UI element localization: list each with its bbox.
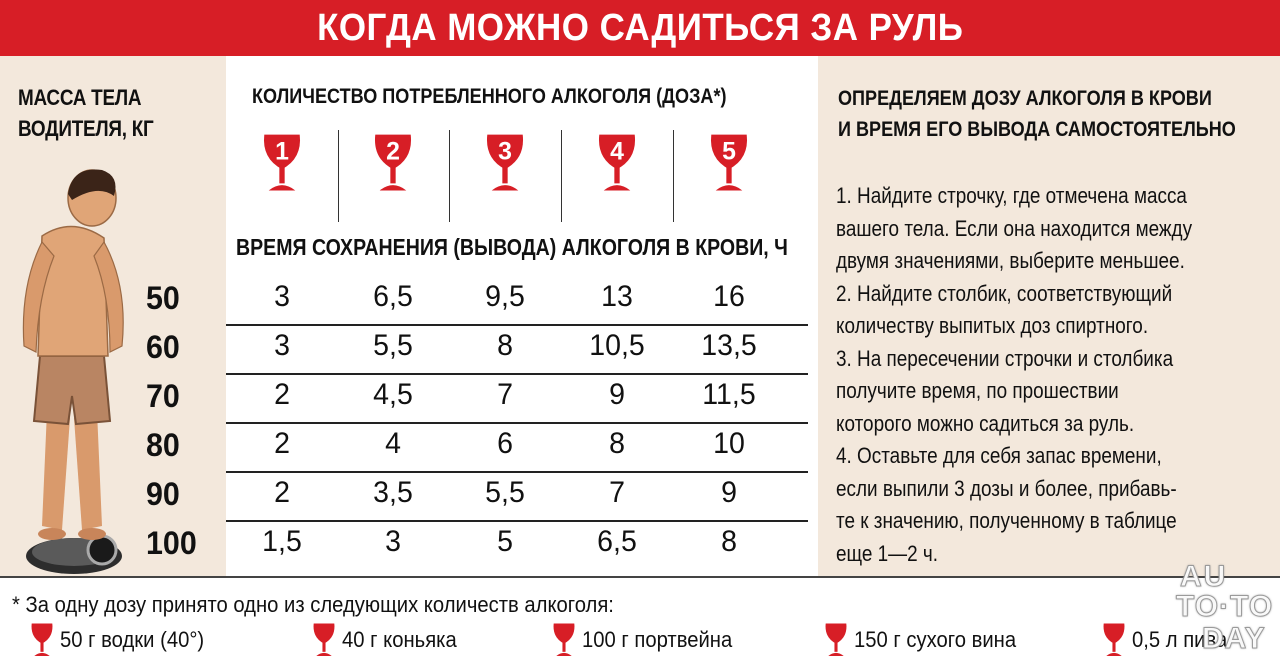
instructions-text: 1. Найдите строчку, где отмечена масса в… bbox=[836, 180, 1266, 570]
instruction-line: которого можно садиться за руль. bbox=[836, 410, 1135, 436]
serving-item: 50 г водки (40°) bbox=[26, 620, 217, 660]
row-divider bbox=[226, 324, 808, 326]
table-cell: 13 bbox=[601, 280, 633, 313]
serving-label: 40 г коньяка bbox=[342, 627, 457, 652]
page-title: КОГДА МОЖНО САДИТЬСЯ ЗА РУЛЬ bbox=[316, 6, 964, 49]
man-on-scale-illustration bbox=[22, 169, 124, 574]
dose-footnote: * За одну дозу принято одно из следующих… bbox=[12, 592, 614, 617]
dose-glass-icon-3: 3 bbox=[480, 132, 530, 202]
table-cell: 3 bbox=[274, 329, 290, 362]
serving-item: 100 г портвейна bbox=[548, 620, 745, 660]
column-divider bbox=[449, 130, 450, 222]
table-cell: 2 bbox=[274, 476, 290, 509]
glass-icon bbox=[548, 622, 580, 658]
serving-label: 50 г водки (40°) bbox=[60, 627, 205, 652]
mass-value: 70 bbox=[146, 378, 180, 414]
row-divider bbox=[226, 373, 808, 375]
row-divider bbox=[226, 471, 808, 473]
table-cell: 1,5 bbox=[262, 525, 302, 558]
dose-number: 2 bbox=[386, 138, 400, 165]
table-cell: 5 bbox=[497, 525, 513, 558]
instructions-header-line-1: ОПРЕДЕЛЯЕМ ДОЗУ АЛКОГОЛЯ В КРОВИ bbox=[838, 87, 1212, 110]
row-divider bbox=[226, 520, 808, 522]
serving-item: 40 г коньяка bbox=[308, 620, 467, 660]
instruction-line: двумя значениями, выберите меньшее. bbox=[836, 248, 1185, 273]
table-cell: 16 bbox=[713, 280, 745, 313]
autotoday-watermark-logo: AU TO·TO DAY bbox=[1175, 560, 1274, 656]
table-cell: 2 bbox=[274, 378, 290, 411]
dose-number: 4 bbox=[610, 138, 624, 165]
dose-header: КОЛИЧЕСТВО ПОТРЕБЛЕННОГО АЛКОГОЛЯ (ДОЗА*… bbox=[252, 85, 727, 108]
table-cell: 9 bbox=[609, 378, 625, 411]
mass-value: 90 bbox=[146, 476, 180, 512]
table-cell: 9 bbox=[721, 476, 737, 509]
mass-header: МАССА ТЕЛА ВОДИТЕЛЯ, КГ bbox=[18, 82, 154, 144]
table-cell: 4 bbox=[385, 427, 401, 460]
instructions-header-line-2: И ВРЕМЯ ЕГО ВЫВОДА САМОСТОЯТЕЛЬНО bbox=[838, 118, 1236, 141]
glass-icon bbox=[308, 622, 340, 658]
dose-number: 1 bbox=[275, 138, 289, 165]
time-header: ВРЕМЯ СОХРАНЕНИЯ (ВЫВОДА) АЛКОГОЛЯ В КРО… bbox=[236, 234, 788, 260]
table-cell: 7 bbox=[497, 378, 513, 411]
table-cell: 6,5 bbox=[373, 280, 413, 313]
instruction-line: получите время, по прошествии bbox=[836, 378, 1119, 403]
dose-glass-icon-4: 4 bbox=[592, 132, 642, 202]
instruction-line: вашего тела. Если она находится между bbox=[836, 215, 1193, 241]
table-cell: 3,5 bbox=[373, 476, 413, 509]
footer-divider bbox=[0, 576, 1280, 578]
serving-item: 150 г сухого вина bbox=[820, 620, 1030, 660]
title-banner: КОГДА МОЖНО САДИТЬСЯ ЗА РУЛЬ bbox=[0, 0, 1280, 56]
column-divider bbox=[338, 130, 339, 222]
serving-item: 0,5 л пива bbox=[1098, 620, 1236, 660]
dose-number: 5 bbox=[722, 138, 736, 165]
table-cell: 3 bbox=[274, 280, 290, 313]
mass-value: 100 bbox=[146, 525, 197, 561]
table-cell: 6,5 bbox=[597, 525, 637, 558]
dose-glass-icon-1: 1 bbox=[257, 132, 307, 202]
table-cell: 8 bbox=[497, 329, 513, 362]
table-cell: 7 bbox=[609, 476, 625, 509]
table-cell: 11,5 bbox=[702, 378, 756, 411]
table-cell: 10,5 bbox=[589, 329, 645, 362]
table-cell: 5,5 bbox=[373, 329, 413, 362]
glass-icon bbox=[26, 622, 58, 658]
mass-value: 50 bbox=[146, 280, 180, 316]
column-divider bbox=[561, 130, 562, 222]
instruction-line: 1. Найдите строчку, где отмечена масса bbox=[836, 183, 1187, 208]
dose-glass-icon-2: 2 bbox=[368, 132, 418, 202]
table-cell: 2 bbox=[274, 427, 290, 460]
column-divider bbox=[673, 130, 674, 222]
serving-label: 150 г сухого вина bbox=[854, 627, 1017, 652]
serving-label: 100 г портвейна bbox=[582, 627, 733, 652]
glass-icon bbox=[1098, 622, 1130, 658]
mass-panel: МАССА ТЕЛА ВОДИТЕЛЯ, КГ bbox=[0, 56, 226, 576]
glass-icon bbox=[820, 622, 852, 658]
table-cell: 10 bbox=[713, 427, 745, 460]
table-cell: 8 bbox=[721, 525, 737, 558]
instructions-panel: ОПРЕДЕЛЯЕМ ДОЗУ АЛКОГОЛЯ В КРОВИ И ВРЕМЯ… bbox=[818, 56, 1280, 576]
mass-value: 60 bbox=[146, 329, 180, 365]
mass-value: 80 bbox=[146, 427, 180, 463]
table-cell: 9,5 bbox=[485, 280, 525, 313]
instruction-line: те к значению, полученному в таблице bbox=[836, 508, 1177, 533]
table-cell: 13,5 bbox=[701, 329, 757, 362]
instruction-line: 2. Найдите столбик, соответствующий bbox=[836, 280, 1173, 306]
row-divider bbox=[226, 422, 808, 424]
dose-number: 3 bbox=[498, 138, 512, 165]
instruction-line: еще 1—2 ч. bbox=[836, 540, 938, 566]
dose-glass-icon-5: 5 bbox=[704, 132, 754, 202]
mass-header-line-1: МАССА ТЕЛА bbox=[18, 85, 142, 110]
table-cell: 3 bbox=[385, 525, 401, 558]
table-cell: 6 bbox=[497, 427, 513, 460]
instruction-line: количеству выпитых доз спиртного. bbox=[836, 313, 1149, 338]
mass-header-line-2: ВОДИТЕЛЯ, КГ bbox=[18, 116, 154, 141]
instructions-header: ОПРЕДЕЛЯЕМ ДОЗУ АЛКОГОЛЯ В КРОВИ И ВРЕМЯ… bbox=[838, 83, 1236, 145]
table-cell: 4,5 bbox=[373, 378, 413, 411]
instruction-line: если выпили 3 дозы и более, прибавь- bbox=[836, 475, 1177, 501]
table-cell: 5,5 bbox=[485, 476, 525, 509]
table-cell: 8 bbox=[609, 427, 625, 460]
serving-label: 0,5 л пива bbox=[1132, 627, 1228, 652]
instruction-line: 4. Оставьте для себя запас времени, bbox=[836, 443, 1162, 468]
instruction-line: 3. На пересечении строчки и столбика bbox=[836, 345, 1174, 371]
